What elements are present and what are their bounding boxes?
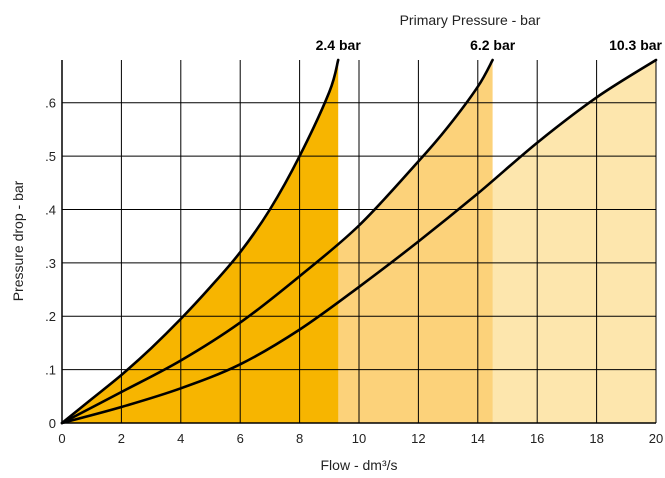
series-fills <box>62 60 656 423</box>
series-labels: 2.4 bar 6.2 bar 10.3 bar <box>316 37 663 53</box>
y-tick-labels: 0 .1 .2 .3 .4 .5 .6 <box>45 96 56 431</box>
series-label-3: 10.3 bar <box>609 37 662 53</box>
x-tick-label: 2 <box>118 431 125 446</box>
series-line-1 <box>60 58 340 425</box>
series-label-2: 6.2 bar <box>470 37 516 53</box>
x-tick-label: 12 <box>411 431 425 446</box>
x-tick-label: 16 <box>530 431 544 446</box>
x-tick-label: 0 <box>58 431 65 446</box>
series-line-3 <box>60 58 658 425</box>
y-tick-label: .5 <box>45 149 56 164</box>
series-fill-3 <box>62 60 656 423</box>
x-tick-labels: 0 2 4 6 8 10 12 14 16 18 20 <box>58 431 663 446</box>
series-fill-2 <box>62 60 493 423</box>
series-fill-1 <box>62 60 339 423</box>
y-tick-label: .4 <box>45 202 56 217</box>
x-axis-title: Flow - dm³/s <box>321 457 398 473</box>
x-tick-label: 10 <box>352 431 366 446</box>
y-tick-label: .2 <box>45 309 56 324</box>
x-tick-label: 4 <box>177 431 184 446</box>
x-tick-label: 14 <box>471 431 485 446</box>
x-tick-label: 20 <box>649 431 663 446</box>
y-tick-label: 0 <box>49 416 56 431</box>
series-lines <box>60 58 658 425</box>
y-tick-label: .6 <box>45 96 56 111</box>
y-tick-label: .3 <box>45 256 56 271</box>
chart-title: Primary Pressure - bar <box>400 12 541 28</box>
x-tick-label: 8 <box>296 431 303 446</box>
x-tick-label: 6 <box>237 431 244 446</box>
series-label-1: 2.4 bar <box>316 37 362 53</box>
grid-lines <box>61 60 657 424</box>
x-tick-label: 18 <box>589 431 603 446</box>
y-axis-title: Pressure drop - bar <box>10 180 26 301</box>
series-line-2 <box>60 58 494 425</box>
y-tick-label: .1 <box>45 363 56 378</box>
